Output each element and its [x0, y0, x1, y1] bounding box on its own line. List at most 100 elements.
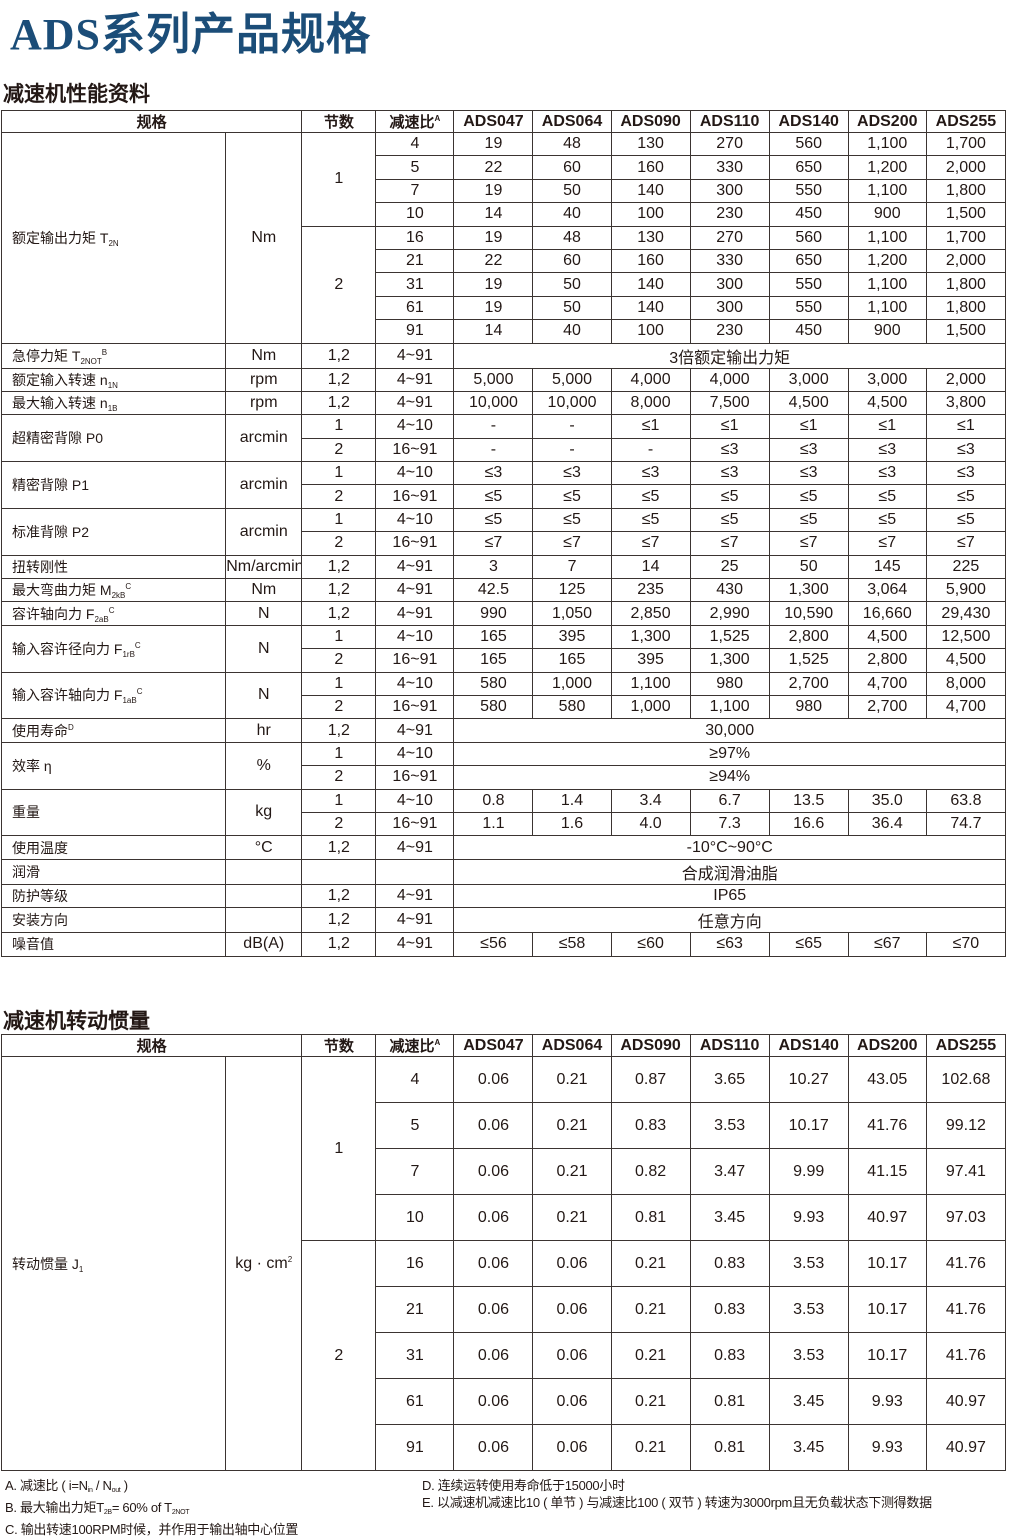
unit-text: Nm	[251, 581, 277, 599]
merged-value-cell: -10°C~90°C	[453, 835, 1006, 860]
value-cell-ads200: 35.0	[847, 788, 927, 813]
unit-cell	[225, 883, 303, 909]
value-cell-ads200: 10.17	[847, 1240, 927, 1287]
value-cell-ads200: ≤3	[847, 461, 927, 486]
value-cell-ads064: ≤3	[532, 461, 612, 486]
table-row: 噪音值 dB(A) 1,2 4~91 ≤56 ≤58 ≤60 ≤63 ≤65 ≤67 ≤70	[0, 932, 1007, 957]
value-cell-ads110: 3.65	[689, 1056, 770, 1103]
ratio-cell: 61	[375, 1378, 455, 1425]
value-cell-ads140: 450	[768, 319, 849, 344]
value-cell-ads047: 165	[453, 648, 534, 673]
value-cell-ads047: 1.1	[453, 811, 534, 837]
value-cell-ads047: 22	[453, 155, 534, 180]
ratio-cell: 4~10	[375, 624, 455, 650]
value-cell-ads064: ≤7	[532, 531, 612, 556]
value-cell-ads110: ≤7	[689, 531, 770, 556]
table-row: 21 22 60 160 330 650 1,200 2,000	[2, 248, 1007, 274]
spec-label-text: 超精密背隙 P0	[12, 430, 104, 447]
value-cell-ads255: ≤3	[925, 437, 1007, 463]
spec-label: 润滑	[0, 858, 227, 885]
value-cell-ads064: 50	[532, 272, 612, 297]
stage-cell: 1,2	[301, 883, 377, 909]
table-row: 61 0.06 0.06 0.21 0.81 3.45 9.93 40.97	[2, 1378, 1007, 1425]
value-cell-ads140: ≤7	[768, 531, 849, 556]
value-cell-ads255: 97.03	[925, 1194, 1007, 1241]
value-cell-ads255: 1,800	[925, 295, 1007, 321]
stage-cell: 1	[301, 788, 377, 813]
value-cell-ads200: 4,500	[847, 390, 927, 416]
value-cell-ads255: 40.97	[925, 1378, 1007, 1425]
stage-cell: 2	[301, 811, 377, 837]
header-stage: 节数	[301, 110, 377, 133]
value-cell-ads140: 980	[768, 694, 849, 720]
value-cell-ads047: 5,000	[453, 367, 534, 392]
value-cell-ads064: 0.21	[532, 1148, 612, 1195]
unit-cell: hr	[225, 718, 303, 743]
value-cell-ads047: 0.06	[453, 1378, 534, 1425]
spec-label-sup: D	[68, 722, 74, 732]
value-cell-ads047: 14	[453, 319, 534, 344]
footnote-sub: out	[111, 1487, 121, 1494]
spec-label: 使用寿命D	[0, 718, 227, 743]
unit-text: hr	[256, 721, 271, 739]
value-cell-ads090: ≤1	[610, 414, 691, 439]
unit-sup: 2	[287, 1254, 293, 1264]
spec-label-sup: C	[108, 605, 115, 615]
stage-cell: 2	[301, 648, 377, 673]
header-ratio-label: 减速比	[389, 114, 435, 131]
value-cell-ads140: ≤5	[768, 507, 849, 533]
ratio-cell: 16~91	[375, 694, 455, 720]
spec-label-sub: 1B	[107, 404, 118, 414]
unit-cell: Nm	[225, 132, 303, 344]
spec-label: 最大输入转速 n1B	[0, 390, 227, 416]
value-cell-ads200: 1,100	[847, 225, 927, 250]
header-model-ads110: ADS110	[689, 1034, 770, 1057]
spec-label: 安装方向	[0, 907, 227, 934]
value-cell-ads090: 8,000	[610, 390, 691, 416]
value-cell-ads200: ≤3	[847, 437, 927, 463]
value-cell-ads255: 4,500	[925, 648, 1007, 673]
table-row: 使用寿命D hr 1,2 4~91 30,000	[0, 718, 1006, 743]
ratio-cell: 4~91	[375, 342, 455, 369]
value-cell-ads140: ≤65	[768, 932, 849, 957]
table-row: 最大输入转速 n1B rpm 1,2 4~91 10,000 10,000 8,000 7,5…	[0, 390, 1007, 416]
value-cell-ads064: ≤5	[532, 507, 612, 533]
stage-cell: 1,2	[301, 601, 377, 626]
spec-label: 容许轴向力 F2aBC	[0, 601, 227, 626]
value-cell-ads047: 3	[453, 554, 534, 580]
unit-text: Nm	[251, 346, 277, 364]
value-cell-ads047: ≤3	[453, 461, 534, 486]
value-cell-ads110: ≤3	[689, 461, 770, 486]
spec-label-text: 防护等级	[12, 887, 68, 904]
unit-cell: %	[225, 741, 303, 790]
value-cell-ads064: 0.21	[532, 1056, 612, 1103]
value-cell-ads255: 29,430	[925, 601, 1007, 626]
value-cell-ads110: ≤3	[689, 437, 770, 463]
value-cell-ads090: 4,000	[610, 367, 691, 392]
value-cell-ads200: 1,100	[847, 295, 927, 321]
value-cell-ads110: 0.83	[689, 1286, 770, 1333]
value-cell-ads255: ≤5	[925, 507, 1007, 533]
footnote-text: B. 最大输出力矩T	[5, 1500, 104, 1515]
value-cell-ads140: 10.27	[768, 1056, 849, 1103]
unit-text: rpm	[249, 394, 278, 412]
value-cell-ads110: 0.83	[689, 1332, 770, 1379]
unit-cell	[225, 858, 303, 885]
unit-cell: arcmin	[225, 414, 303, 463]
ratio-cell: 10	[375, 1194, 455, 1241]
value-cell-ads064: 50	[532, 178, 612, 204]
value-cell-ads047: 0.06	[453, 1194, 534, 1241]
value-cell-ads047: ≤56	[453, 932, 534, 957]
value-cell-ads047: 0.06	[453, 1148, 534, 1195]
value-cell-ads200: 36.4	[847, 811, 927, 837]
stage-cell: 1,2	[301, 578, 377, 603]
value-cell-ads090: 3.4	[610, 788, 691, 813]
stage-cell: 1	[301, 741, 377, 767]
merged-value-cell: ≥94%	[453, 765, 1006, 790]
value-cell-ads140: 10,590	[768, 601, 849, 626]
value-cell-ads200: ≤1	[847, 414, 927, 439]
stage-cell: 1	[301, 132, 377, 227]
value-cell-ads140: ≤5	[768, 484, 849, 509]
table-row: 5 22 60 160 330 650 1,200 2,000	[2, 155, 1007, 180]
table-row: 10 14 40 100 230 450 900 1,500	[2, 202, 1007, 227]
